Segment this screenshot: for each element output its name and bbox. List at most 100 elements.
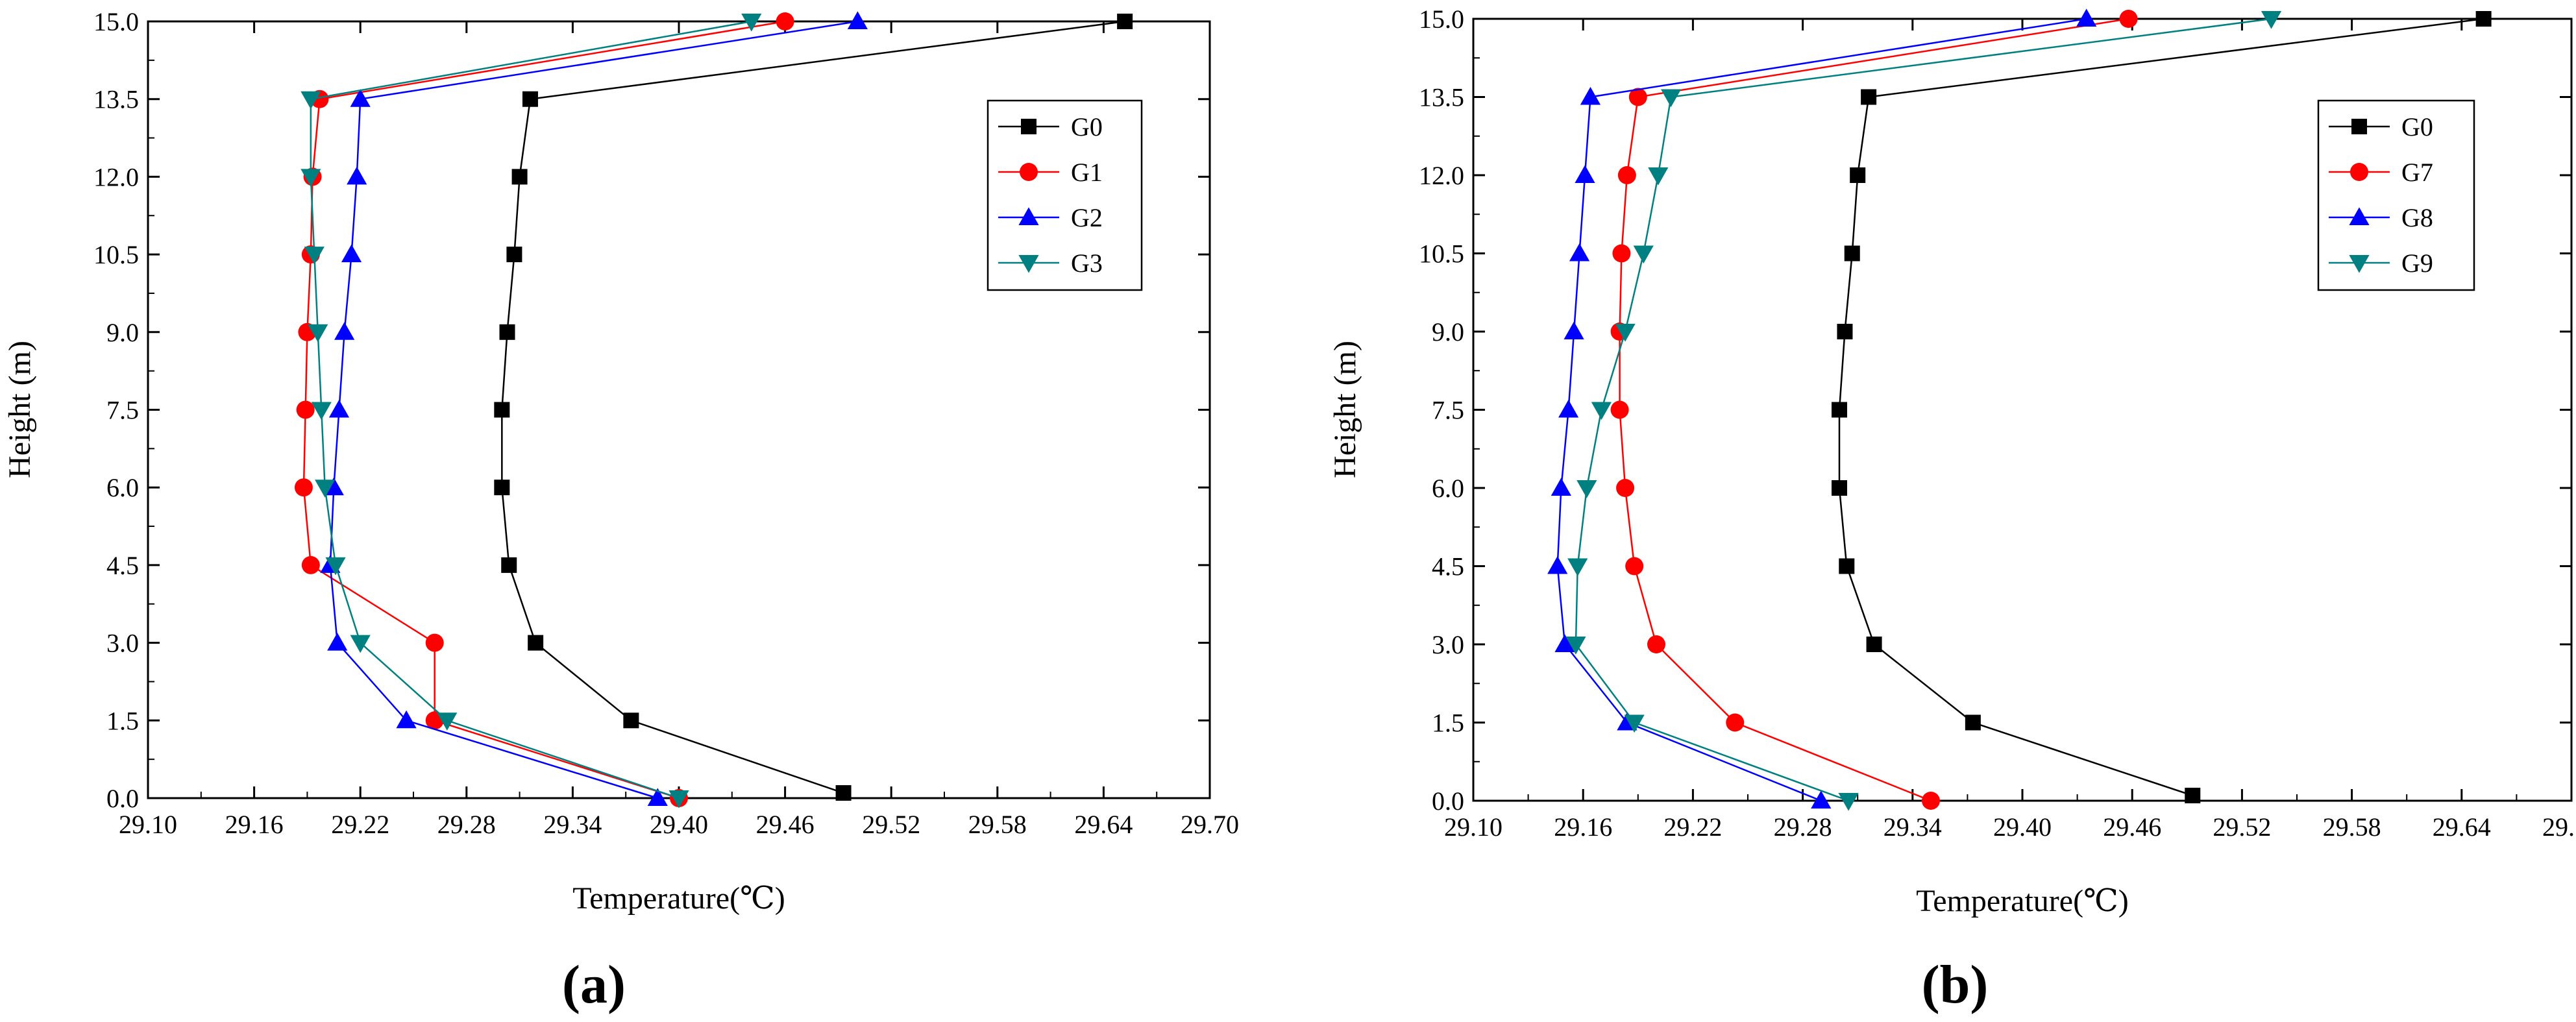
x-tick-label: 29.16	[1554, 812, 1612, 842]
data-point-g7	[1617, 166, 1636, 184]
data-point-g0	[528, 635, 544, 651]
data-point-g8	[1554, 634, 1575, 652]
legend-box	[987, 99, 1143, 291]
data-point-g0	[1117, 14, 1133, 29]
y-tick-label: 1.5	[1432, 709, 1464, 738]
data-point-g0	[1861, 89, 1877, 105]
y-tick-label: 10.5	[93, 240, 139, 269]
data-point-g8	[1580, 86, 1601, 105]
legend-entry-g8: G8	[2329, 203, 2433, 232]
data-point-g3	[437, 712, 458, 731]
data-point-g8	[1575, 165, 1595, 183]
data-point-g0	[499, 324, 515, 340]
data-point-g0	[506, 247, 522, 263]
legend-label: G3	[1071, 249, 1103, 278]
y-tick-label: 13.5	[93, 85, 139, 114]
series-g2-a	[320, 11, 868, 806]
data-point-g9	[1567, 558, 1588, 577]
data-point-g2	[327, 633, 348, 651]
y-tick-label: 1.5	[106, 706, 139, 735]
data-point-g8	[2076, 8, 2097, 27]
x-axis-title-b: Temperature(℃)	[1916, 884, 2129, 918]
series-line-g8	[1556, 18, 2087, 802]
x-tick-label: 29.40	[1993, 812, 2052, 842]
data-point-g8	[1558, 399, 1579, 418]
x-axis-ticks-b: 29.10 29.16 29.22 29.28 29.34 29.40 29.46 29.52…	[1444, 19, 2576, 842]
data-point-g0	[522, 91, 538, 107]
series-line-g1	[302, 20, 785, 799]
series-g8-b	[1547, 8, 2097, 809]
chart-panel-b: Temperature(℃) Height (m) (b) 29.10 29.16…	[1328, 5, 2576, 1015]
legend-label: G7	[2401, 158, 2433, 187]
y-axis-ticks-a: 0.0 1.5 3.0 4.5 6.0 7.5 9.0 10.5 12.0 13.5 15.0	[93, 7, 1210, 813]
legend-entry-g9: G9	[2329, 249, 2433, 278]
data-point-g0	[1832, 402, 1847, 418]
series-line-g2	[329, 20, 858, 799]
data-point-g2	[328, 399, 350, 418]
legend-entry-g0: G0	[998, 112, 1103, 141]
data-point-g0	[1839, 558, 1855, 574]
data-point-g7	[1625, 557, 1644, 576]
data-point-g9	[1615, 324, 1636, 342]
data-point-g2	[396, 710, 417, 729]
legend-label: G9	[2401, 249, 2433, 278]
legend-label: G8	[2401, 203, 2433, 232]
data-point-g8	[1569, 243, 1590, 262]
data-point-g7	[2119, 10, 2138, 28]
data-point-g2	[334, 322, 355, 340]
y-tick-label: 4.5	[106, 551, 139, 580]
x-tick-label: 29.52	[2213, 812, 2271, 842]
data-point-g9	[1591, 402, 1612, 420]
data-point-g0	[1965, 714, 1981, 731]
x-tick-label: 29.10	[119, 810, 177, 839]
data-point-g9	[1838, 793, 1859, 811]
data-point-g2	[847, 11, 868, 29]
y-tick-label: 4.5	[1432, 552, 1464, 581]
y-tick-label: 12.0	[1419, 161, 1464, 190]
data-point-g7	[1610, 400, 1629, 419]
data-point-g7	[1616, 479, 1635, 497]
y-tick-label: 15.0	[93, 7, 139, 36]
y-tick-label: 3.0	[1432, 630, 1464, 659]
legend-entry-g2: G2	[998, 203, 1103, 232]
data-point-g9	[1576, 480, 1597, 498]
y-tick-label: 6.0	[106, 473, 139, 502]
legend-label: G1	[1071, 158, 1103, 187]
data-point-g2	[341, 244, 362, 263]
data-point-g9	[1660, 89, 1682, 108]
x-tick-label: 29.28	[437, 810, 496, 839]
chart-panel-a: Temperature(℃) Height (m) (a) 29.10 29.16…	[3, 7, 1239, 1015]
x-tick-label: 29.52	[862, 810, 920, 839]
data-point-g9	[1565, 637, 1586, 655]
legend-entry-g0: G0	[2329, 112, 2433, 141]
data-point-g3	[669, 790, 689, 809]
legend-entry-g3: G3	[998, 249, 1103, 278]
legend-entry-g7: G7	[2329, 158, 2433, 187]
data-point-g3	[301, 91, 321, 110]
y-tick-label: 7.5	[106, 396, 139, 425]
legend-marker	[1021, 119, 1037, 134]
x-tick-label: 29.64	[1074, 810, 1133, 839]
legend-marker	[1018, 255, 1039, 273]
data-point-g9	[1624, 714, 1645, 733]
x-tick-label: 29.58	[2323, 812, 2381, 842]
data-point-g0	[1837, 324, 1853, 339]
data-point-g0	[511, 169, 528, 185]
x-tick-label: 29.46	[756, 810, 815, 839]
data-point-g3	[741, 14, 762, 32]
data-point-g3	[304, 247, 325, 265]
series-line-g3	[310, 20, 752, 799]
x-tick-label: 29.28	[1774, 812, 1832, 842]
series-g0-a	[494, 14, 1133, 801]
data-point-g1	[294, 478, 313, 497]
y-tick-label: 6.0	[1432, 474, 1464, 503]
data-point-g7	[1612, 244, 1631, 263]
legend-label: G0	[1071, 112, 1103, 141]
data-point-g7	[1922, 792, 1940, 810]
legend-a: G0 G1 G2 G3	[987, 99, 1143, 291]
data-point-g7	[1726, 713, 1745, 732]
data-point-g0	[2185, 787, 2201, 803]
data-point-g0	[1844, 245, 1860, 262]
legend-label: G2	[1071, 203, 1103, 232]
